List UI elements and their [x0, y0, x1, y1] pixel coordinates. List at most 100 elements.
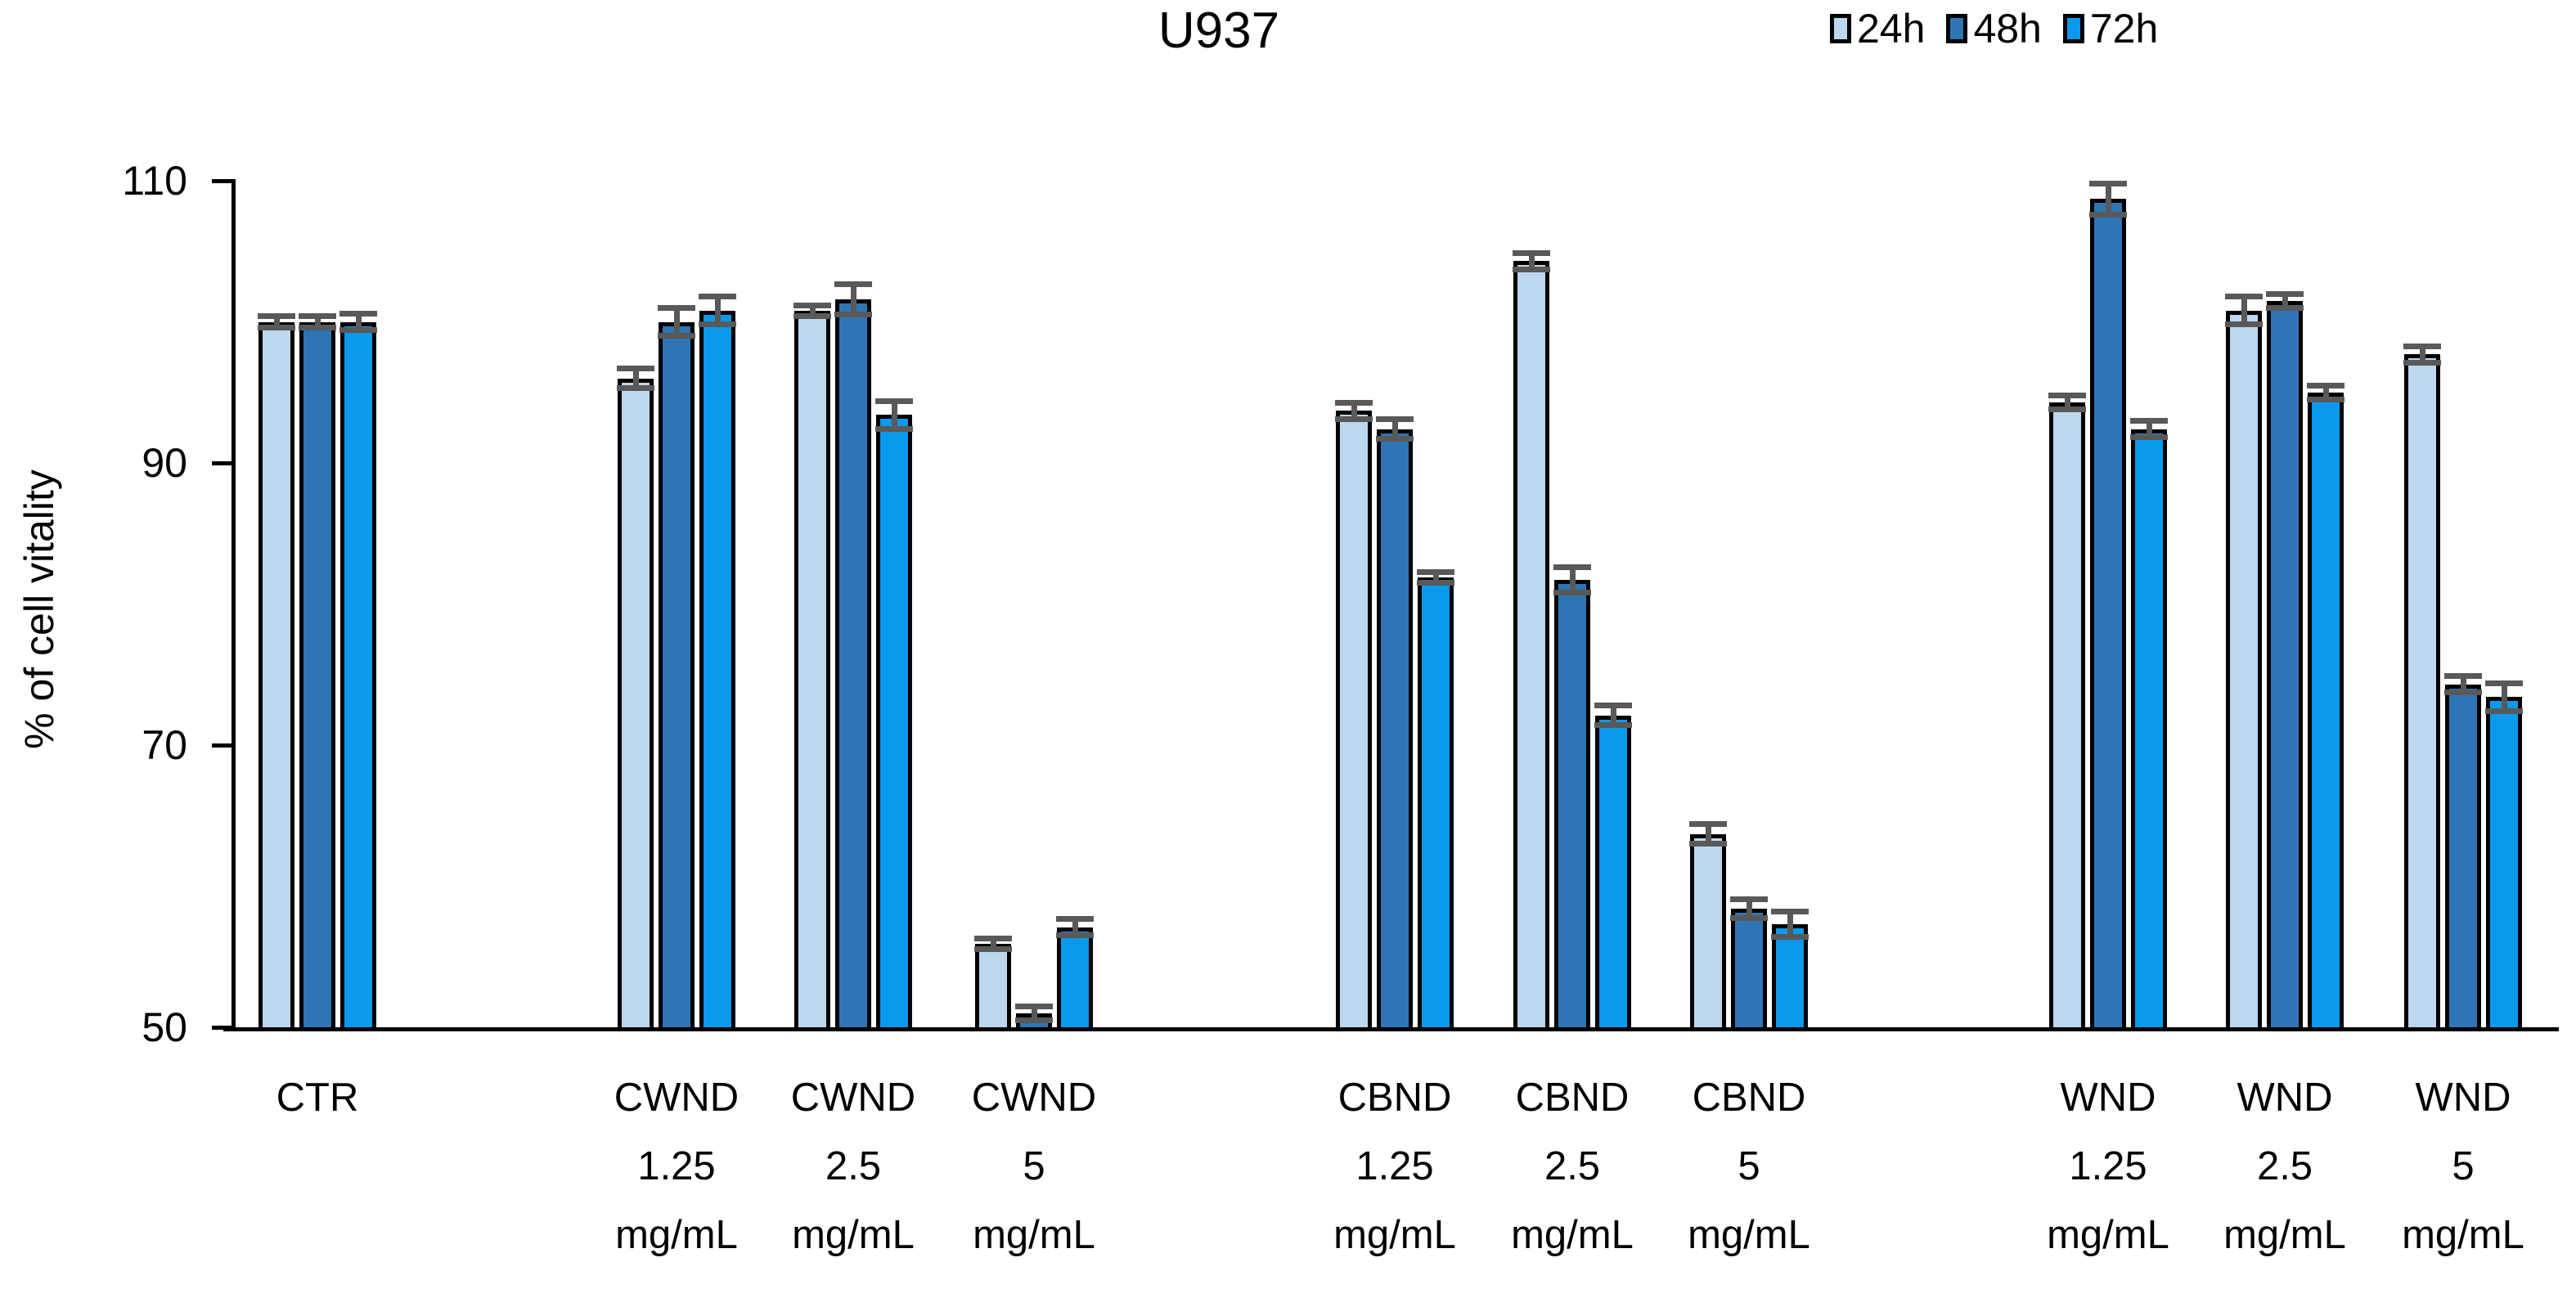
- error-bar-stem: [1569, 568, 1576, 591]
- error-bar-cap-bottom: [1417, 579, 1454, 586]
- error-bar-stem: [1705, 825, 1711, 842]
- error-bar-stem: [1351, 403, 1357, 418]
- bar-WND-2.5-mg/mL-72h: [2308, 392, 2344, 1031]
- error-bar-cap-top: [339, 310, 377, 317]
- error-bar-cap-top: [2089, 181, 2127, 187]
- error-bar-cap-top: [2444, 673, 2482, 680]
- category-label-CWND-1.25-mg/mL: CWND 1.25 mg/mL: [570, 1063, 783, 1269]
- error-bar-cap-bottom: [1730, 915, 1768, 922]
- category-label-line: CWND: [614, 1076, 740, 1120]
- legend-swatch-icon: [2062, 14, 2084, 43]
- error-bar-cap-bottom: [2485, 707, 2523, 714]
- category-label-line: 2.5: [1544, 1144, 1601, 1188]
- error-bar-cap-top: [1056, 915, 1094, 922]
- legend-label: 24h: [1857, 6, 1926, 52]
- error-bar-stem: [2460, 677, 2466, 692]
- error-bar-cap-bottom: [1015, 1017, 1053, 1023]
- category-label-line: mg/mL: [973, 1213, 1095, 1257]
- error-bar-cap-bottom: [2444, 689, 2482, 696]
- error-bar-stem: [2064, 396, 2070, 408]
- category-label-line: WND: [2415, 1076, 2511, 1120]
- error-bar-stem: [2105, 185, 2111, 213]
- error-bar-stem: [990, 940, 996, 949]
- bar-WND-2.5-mg/mL-48h: [2267, 300, 2303, 1031]
- y-axis-label: % of cell vitality: [16, 469, 62, 749]
- error-bar-stem: [273, 317, 280, 326]
- bar-CTR-72h: [340, 321, 376, 1031]
- error-bar-cap-bottom: [2266, 304, 2304, 311]
- bar-CTR-24h: [258, 321, 294, 1031]
- error-bar-stem: [891, 402, 897, 428]
- error-bar-stem: [632, 370, 639, 387]
- bar-WND-2.5-mg/mL-24h: [2226, 310, 2262, 1031]
- bar-CBND-5-mg/mL-24h: [1690, 833, 1726, 1031]
- error-bar-cap-top: [2485, 680, 2523, 686]
- category-label-WND-2.5-mg/mL: WND 2.5 mg/mL: [2178, 1063, 2391, 1269]
- error-bar-cap-bottom: [1376, 435, 1414, 442]
- bar-WND-5-mg/mL-24h: [2404, 354, 2440, 1031]
- error-bar-cap-top: [1730, 896, 1768, 902]
- y-tick-mark: [212, 1026, 232, 1030]
- error-bar-cap-top: [2266, 290, 2304, 297]
- error-bar-stem: [850, 285, 856, 314]
- y-axis-line: [232, 179, 236, 1031]
- y-tick-label: 90: [142, 440, 187, 486]
- category-label-line: CBND: [1692, 1076, 1806, 1120]
- error-bar-cap-bottom: [834, 312, 872, 318]
- legend-item-48h: 48h: [1946, 6, 2042, 52]
- category-label-line: mg/mL: [1511, 1213, 1634, 1257]
- error-bar-stem: [2419, 347, 2425, 362]
- category-label-CWND-2.5-mg/mL: CWND 2.5 mg/mL: [747, 1063, 960, 1269]
- error-bar-cap-top: [2307, 382, 2344, 388]
- category-label-line: CBND: [1515, 1076, 1630, 1120]
- error-bar-stem: [1031, 1007, 1037, 1019]
- category-label-line: mg/mL: [2402, 1213, 2524, 1257]
- error-bar-cap-bottom: [617, 384, 654, 391]
- bar-CWND-5-mg/mL-24h: [975, 944, 1011, 1031]
- bar-CBND-1.25-mg/mL-48h: [1377, 429, 1413, 1031]
- legend-label: 48h: [1973, 6, 2042, 52]
- bar-CBND-2.5-mg/mL-48h: [1554, 580, 1590, 1031]
- error-bar-cap-bottom: [2307, 396, 2344, 402]
- category-label-line: 1.25: [1355, 1144, 1434, 1188]
- bar-WND-5-mg/mL-72h: [2486, 697, 2522, 1031]
- category-label-line: 2.5: [825, 1144, 882, 1188]
- bar-CWND-2.5-mg/mL-24h: [794, 310, 830, 1031]
- error-bar-stem: [1528, 254, 1535, 268]
- bar-CWND-1.25-mg/mL-24h: [618, 378, 654, 1031]
- bar-CBND-5-mg/mL-48h: [1731, 909, 1767, 1031]
- error-bar-cap-bottom: [2048, 406, 2086, 412]
- error-bar-cap-bottom: [1689, 841, 1727, 847]
- y-tick-mark: [212, 179, 232, 183]
- error-bar-cap-bottom: [699, 321, 736, 328]
- error-bar-cap-top: [834, 281, 872, 287]
- error-bar-cap-top: [1335, 399, 1373, 406]
- error-bar-cap-top: [1417, 568, 1454, 575]
- category-label-line: 5: [1738, 1144, 1760, 1188]
- error-bar-cap-bottom: [2089, 211, 2127, 218]
- legend-item-24h: 24h: [1830, 8, 1925, 49]
- error-bar-stem: [1610, 707, 1616, 725]
- error-bar-stem: [2501, 684, 2507, 710]
- error-bar-cap-top: [617, 366, 654, 372]
- error-bar-stem: [809, 306, 816, 315]
- error-bar-cap-top: [658, 304, 695, 311]
- error-bar-cap-bottom: [2403, 359, 2441, 366]
- bar-WND-1.25-mg/mL-72h: [2131, 429, 2167, 1031]
- category-label-line: 1.25: [2069, 1144, 2147, 1188]
- error-bar-cap-bottom: [793, 312, 831, 319]
- chart-title: U937: [1158, 2, 1280, 59]
- error-bar-stem: [2282, 294, 2288, 307]
- error-bar-stem: [2146, 421, 2152, 437]
- bar-CBND-2.5-mg/mL-24h: [1513, 261, 1549, 1031]
- category-label-CBND-5-mg/mL: CBND 5 mg/mL: [1643, 1063, 1855, 1269]
- error-bar-cap-top: [1771, 909, 1809, 915]
- bar-CTR-48h: [299, 321, 335, 1031]
- bar-WND-1.25-mg/mL-48h: [2090, 199, 2126, 1031]
- legend-label: 72h: [2089, 6, 2159, 52]
- bar-CBND-1.25-mg/mL-24h: [1336, 411, 1372, 1031]
- error-bar-cap-bottom: [299, 324, 336, 330]
- y-tick-mark: [212, 461, 232, 465]
- error-bar-stem: [314, 317, 321, 326]
- bar-CBND-1.25-mg/mL-72h: [1418, 577, 1454, 1031]
